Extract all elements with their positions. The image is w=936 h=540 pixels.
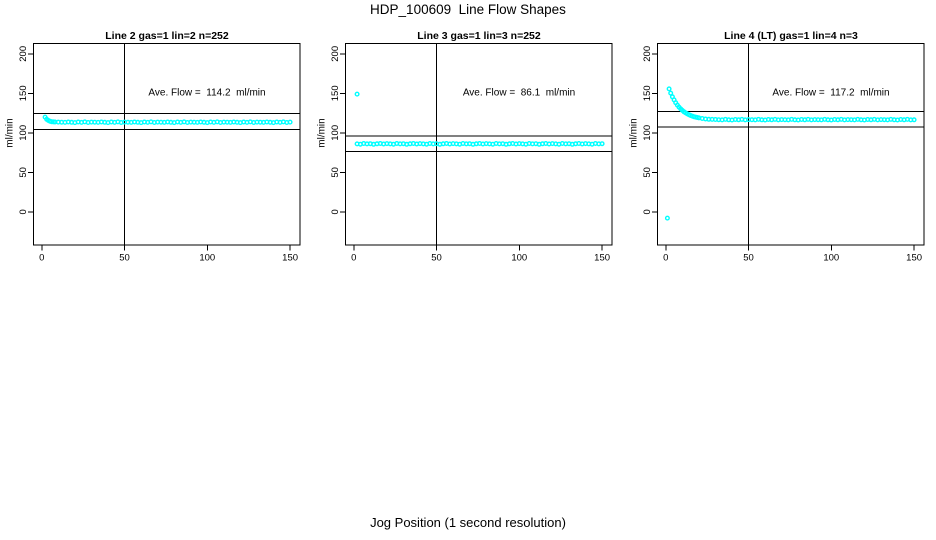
panel-line-3: 0 50 100 150 0 50 100 150 200 Line 3 gas=1 lin=3…: [312, 0, 624, 270]
data-point: [354, 91, 360, 97]
panel-title-line-3: Line 3 gas=1 lin=3 n=252: [417, 30, 541, 42]
y-tick-label: 0: [642, 209, 653, 214]
data-point: [664, 215, 670, 221]
ave-flow-annotation: Ave. Flow = 114.2 ml/min: [148, 87, 266, 99]
y-tick-label: 50: [330, 167, 341, 178]
data-point: [666, 86, 672, 92]
x-tick-label: 100: [199, 253, 215, 264]
panel-line-2: 0 50 100 150 0 50 100 150 200 Line 2 gas=1 lin=2…: [0, 0, 312, 270]
y-tick-label: 200: [642, 46, 653, 62]
y-tick-label: 200: [18, 46, 29, 62]
y-tick-label: 0: [18, 209, 29, 214]
panel-line-4: 0 50 100 150 0 50 100 150 200 Line 4 (LT) gas=1 …: [624, 0, 936, 270]
y-tick-label: 150: [642, 85, 653, 101]
y-tick-label: 100: [330, 125, 341, 141]
y-tick-label: 200: [330, 46, 341, 62]
x-tick-label: 150: [282, 253, 298, 264]
panel-title-line-4: Line 4 (LT) gas=1 lin=4 n=3: [724, 30, 858, 42]
data-point: [599, 141, 605, 147]
x-tick-label: 50: [743, 253, 754, 264]
x-tick-label: 150: [594, 253, 610, 264]
x-tick-label: 0: [39, 253, 44, 264]
x-axis-label: Jog Position (1 second resolution): [370, 515, 566, 530]
y-tick-label: 0: [330, 209, 341, 214]
panel-plot: 0 50 100 150 0 50 100 150 200: [330, 43, 613, 264]
y-axis-label: ml/min: [628, 118, 640, 148]
plot-area-line-2: 0 50 100 150 0 50 100 150 200: [0, 0, 312, 270]
y-tick-label: 100: [18, 125, 29, 141]
y-tick-label: 150: [330, 85, 341, 101]
y-tick-label: 50: [18, 167, 29, 178]
plot-area-line-3: 0 50 100 150 0 50 100 150 200: [312, 0, 624, 270]
y-tick-label: 150: [18, 85, 29, 101]
data-point: [668, 90, 674, 96]
plot-area-line-4: 0 50 100 150 0 50 100 150 200: [624, 0, 936, 270]
x-tick-label: 100: [823, 253, 839, 264]
y-axis-label: ml/min: [316, 118, 328, 148]
x-tick-label: 150: [906, 253, 922, 264]
figure-title: HDP_100609 Line Flow Shapes: [370, 2, 566, 17]
panel-plot: 0 50 100 150 0 50 100 150 200: [642, 43, 925, 264]
ave-flow-annotation: Ave. Flow = 86.1 ml/min: [462, 87, 576, 99]
panel-plot: 0 50 100 150 0 50 100 150 200: [18, 43, 301, 264]
x-tick-label: 50: [431, 253, 442, 264]
x-tick-label: 0: [663, 253, 668, 264]
y-tick-label: 100: [642, 125, 653, 141]
data-point: [911, 117, 917, 123]
x-tick-label: 100: [511, 253, 527, 264]
plot-box: [345, 43, 613, 246]
panel-title-line-2: Line 2 gas=1 lin=2 n=252: [105, 30, 229, 42]
data-point: [287, 119, 293, 125]
plot-box: [33, 43, 301, 246]
ave-flow-annotation: Ave. Flow = 117.2 ml/min: [772, 87, 890, 99]
y-tick-label: 50: [642, 167, 653, 178]
plot-box: [657, 43, 925, 246]
x-tick-label: 50: [119, 253, 130, 264]
x-tick-label: 0: [351, 253, 356, 264]
y-axis-label: ml/min: [4, 118, 16, 148]
